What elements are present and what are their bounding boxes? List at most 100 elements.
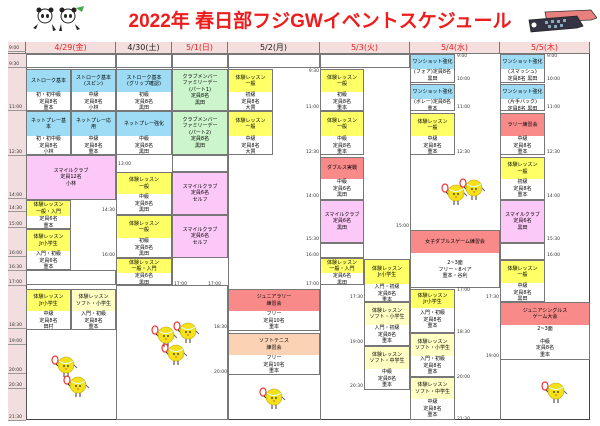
event-title-line: スマイルクラブ bbox=[505, 211, 540, 218]
event-detail-line: 中級 bbox=[517, 283, 528, 289]
event-detail-line: 重本 bbox=[268, 368, 279, 374]
event-title-line: ワンショット強化 bbox=[412, 58, 453, 65]
event-detail-line: 中級 bbox=[427, 136, 438, 142]
event-title: ワンショット強化 bbox=[501, 55, 544, 69]
event-detail-line: 中級 bbox=[245, 136, 256, 142]
event-detail-line: 黒田 bbox=[336, 279, 347, 285]
event-title: 体験レッスン ソフト・中学生 bbox=[411, 378, 454, 399]
event-title-line: ワンショット強化 bbox=[502, 58, 543, 65]
event-details: 中級 定員8名 大貫 bbox=[229, 136, 272, 155]
event-title: ワンショット強化 bbox=[501, 85, 544, 99]
event-detail-line: 田村 bbox=[43, 324, 54, 330]
event-details: 中級 定員8名 黒田 bbox=[117, 136, 171, 154]
event-title: クラブメンバー ファミリーデー (パート1) bbox=[173, 73, 227, 94]
event-detail-line: 大貫 bbox=[245, 149, 256, 155]
event-title-line: (パート1) bbox=[188, 86, 212, 93]
event-title: 体験レッスン 一般 bbox=[229, 112, 272, 136]
event-detail-line: 定員8名 bbox=[423, 316, 442, 323]
event-title-line: ネットプレー応 bbox=[75, 117, 111, 124]
event-details: 初級 定員8名 重本 bbox=[501, 179, 544, 199]
tennis-ball-mascot-icon bbox=[51, 355, 78, 377]
side-time-label: 17:00 bbox=[208, 282, 221, 287]
event-detail-line: 小林 bbox=[43, 149, 54, 155]
event-detail-line: 定員6名 bbox=[39, 216, 58, 222]
event-details: (片手バック) 定員8名 黒田 bbox=[501, 99, 544, 110]
event-detail-line: 定員8名 bbox=[84, 98, 103, 105]
side-time-label: 11:00 bbox=[547, 105, 560, 110]
event-title-line: スマイルクラブ bbox=[182, 183, 218, 190]
event-title: 体験レッスン 一般・入門 bbox=[27, 201, 70, 216]
event-block: 体験レッスン 一般・入門 定員6名 重本 bbox=[26, 200, 71, 229]
event-block: ストローク基本 (グリップ確認) 初級 定員8名 黒田 bbox=[116, 69, 172, 111]
event-detail-line: フリー bbox=[266, 311, 282, 317]
event-title-line: 体験レッスン bbox=[326, 259, 357, 266]
event-detail-line: 定員6名 bbox=[332, 218, 352, 225]
event-title: 体験レッスン 一般 bbox=[117, 173, 171, 194]
event-detail-line: 定員8名 bbox=[241, 142, 260, 149]
event-detail-line: 重本 bbox=[43, 264, 54, 270]
event-detail-line: 黒田 bbox=[138, 251, 149, 257]
event-detail-line: 定員8名 bbox=[134, 142, 154, 149]
empty-slot bbox=[172, 54, 228, 68]
event-details: 初級 定員8名 大貫 bbox=[229, 92, 272, 110]
event-block: 体験レッスン ソフト・小学生 入門・初級 定員8名 重本 bbox=[71, 289, 116, 330]
event-detail-line: 重本 bbox=[427, 105, 438, 111]
event-detail-line: 黒田 bbox=[138, 105, 149, 111]
event-detail-line: 黒田 bbox=[194, 142, 205, 149]
event-title-line: 一般 bbox=[427, 125, 438, 131]
event-detail-line: 重本 bbox=[539, 351, 550, 358]
side-time-label: 11:00 bbox=[306, 105, 319, 110]
event-block: 体験レッスン 一般 中級 定員8名 大貫 bbox=[228, 111, 273, 155]
event-title-line: 体験レッスン bbox=[128, 177, 159, 183]
event-block: ラリー練習会 中級 定員8名 重本 bbox=[500, 113, 545, 155]
event-detail-line: 定員8名 bbox=[190, 136, 210, 143]
event-title: ストローク基本 (スピン) bbox=[72, 70, 115, 92]
event-details: 定員8名 黒田 bbox=[173, 93, 227, 106]
event-details: 定員6名 セルフ bbox=[173, 233, 227, 246]
event-detail-line: 定員6名 bbox=[513, 218, 532, 225]
event-detail-line: 定員10名 bbox=[263, 317, 285, 324]
event-detail-line: 重本 bbox=[517, 192, 528, 199]
event-detail-line: 重本 bbox=[381, 382, 392, 389]
event-title-line: Jr小学生 bbox=[377, 272, 397, 278]
event-detail-line: 重本 bbox=[427, 369, 438, 376]
event-title: スマイルクラブ bbox=[173, 226, 227, 234]
event-details: 入門・初級 定員8名 重本 bbox=[365, 284, 409, 302]
event-detail-line: 定員6名 bbox=[332, 185, 352, 192]
event-title: 体験レッスン 一般 bbox=[321, 70, 363, 92]
event-block: ネットプレー基本初・初中級 定員8名 小林 bbox=[26, 111, 71, 155]
time-label: 16:30 bbox=[9, 265, 22, 270]
event-detail-line: 黒田 bbox=[336, 192, 347, 199]
event-title-line: 体験レッスン bbox=[235, 117, 266, 124]
event-title-line: ワンショット強化 bbox=[502, 88, 543, 95]
day-header: 5/3(火) bbox=[320, 42, 410, 54]
event-block: スマイルクラブ 定員6名 セルフ bbox=[172, 215, 228, 258]
event-details: 中級 定員8名 田村 bbox=[27, 311, 70, 330]
event-detail-line: 入門・初級 bbox=[374, 325, 400, 332]
event-detail-line: 入門・初級 bbox=[80, 311, 106, 317]
event-block: 体験レッスン 一般 中級 定員8名 黒田 bbox=[500, 260, 545, 302]
day-header: 5/2(月) bbox=[228, 42, 320, 54]
event-detail-line: 黒田 bbox=[194, 99, 205, 106]
event-title-line: 用 bbox=[90, 124, 96, 130]
event-title-line: 練習会 bbox=[266, 344, 282, 351]
side-time-label: 14:00 bbox=[547, 194, 560, 199]
event-detail-line: 重本 bbox=[336, 105, 347, 111]
event-detail-line: 重本 bbox=[381, 297, 392, 302]
tennis-ball-mascot-icon bbox=[63, 375, 90, 397]
event-detail-line: フリー・8ペア bbox=[438, 266, 472, 273]
event-block: 体験レッスン ソフト・小学生 入門・初級 定員8名 重本 bbox=[410, 333, 455, 377]
event-detail-line: 初級 bbox=[517, 179, 528, 186]
event-detail-line: 黒田 bbox=[336, 224, 347, 231]
event-title: ストローク基本 bbox=[27, 70, 70, 92]
event-details: 定員8名 黒田 bbox=[173, 136, 227, 149]
event-block: 体験レッスン 一般 初級 定員8名 大貫 bbox=[228, 69, 273, 111]
event-details: フリー 定員10名 重本 bbox=[229, 355, 319, 374]
event-details: 中級 定員8名 重本 bbox=[411, 399, 454, 419]
event-detail-line: (フォア)定員8名 bbox=[413, 69, 452, 75]
event-detail-line: 重本 bbox=[381, 338, 392, 345]
event-title-line: 体験レッスン bbox=[235, 74, 266, 81]
event-block: ストローク基本 初・初中級 定員8名 重本 bbox=[26, 69, 71, 111]
side-time-label: 17:00 bbox=[306, 282, 319, 287]
event-details: (スマッシュ) 定員8名 黒田 bbox=[501, 69, 544, 82]
